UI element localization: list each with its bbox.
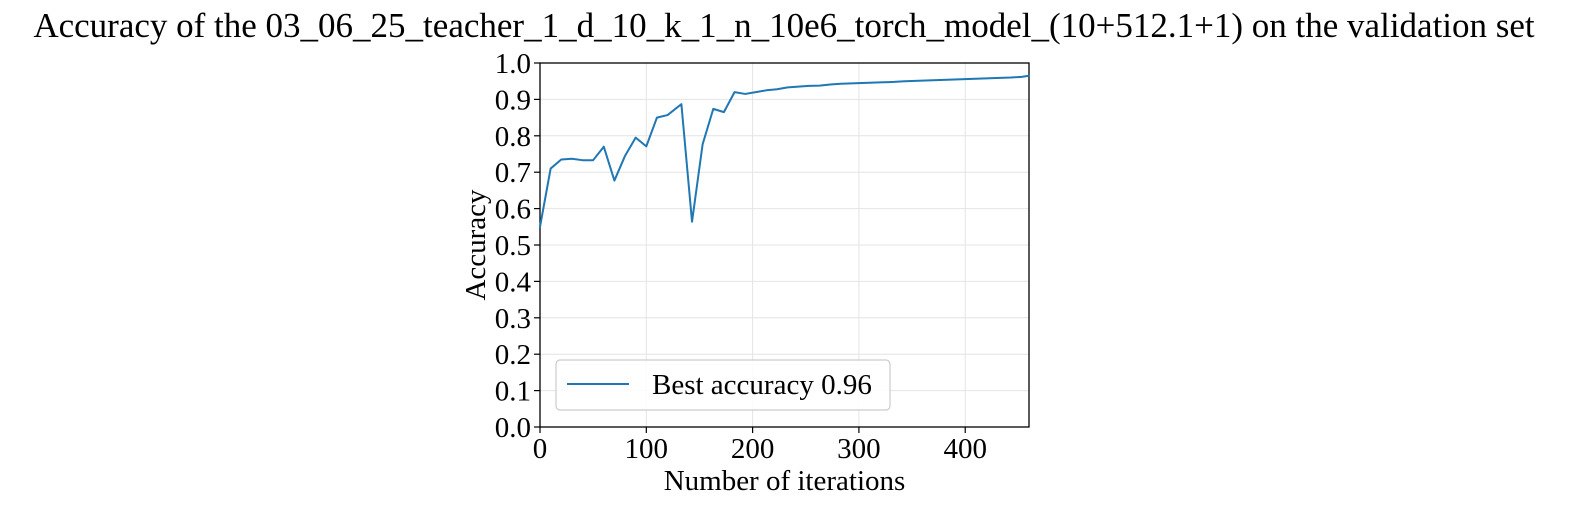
y-tick-label: 0.5 xyxy=(495,230,531,262)
data-point xyxy=(819,85,821,87)
data-point xyxy=(680,103,682,105)
x-tick-label: 400 xyxy=(943,433,987,465)
data-point xyxy=(829,83,831,85)
data-point xyxy=(624,155,626,157)
x-tick-label: 300 xyxy=(837,433,881,465)
data-point xyxy=(989,77,991,79)
y-tick-label: 0.3 xyxy=(495,303,531,335)
data-point xyxy=(550,168,552,170)
data-point xyxy=(904,80,906,82)
y-tick-label: 0.1 xyxy=(495,376,531,408)
data-point xyxy=(613,180,615,182)
data-point xyxy=(744,93,746,95)
data-point xyxy=(936,79,938,81)
data-point xyxy=(840,83,842,85)
data-point xyxy=(667,114,669,116)
data-point xyxy=(571,158,573,160)
y-tick-label: 0.2 xyxy=(495,339,531,371)
data-point xyxy=(850,82,852,84)
x-axis-label: Number of iterations xyxy=(664,465,906,497)
x-tick-label: 0 xyxy=(533,433,548,465)
data-point xyxy=(635,137,637,139)
x-tick-label: 100 xyxy=(625,433,669,465)
y-tick-label: 0.9 xyxy=(495,84,531,116)
data-point xyxy=(967,78,969,80)
data-point xyxy=(1028,75,1030,77)
data-point xyxy=(645,145,647,147)
y-tick-label: 1.0 xyxy=(495,48,531,80)
y-axis-label: Accuracy xyxy=(460,189,492,301)
data-point xyxy=(925,79,927,81)
axis-ticks: 0 100 200 300 400 0.0 0.1 0.2 0.3 0.4 0.5 0.6 0.7 0.8… xyxy=(495,48,987,465)
data-point xyxy=(592,159,594,161)
data-point xyxy=(1021,76,1023,78)
data-point xyxy=(582,159,584,161)
data-point xyxy=(946,79,948,81)
data-point xyxy=(691,221,693,223)
series-line xyxy=(539,74,1030,228)
data-point xyxy=(723,111,725,113)
data-point xyxy=(999,77,1001,79)
data-point xyxy=(978,78,980,80)
data-point xyxy=(957,78,959,80)
data-point xyxy=(808,85,810,87)
legend-label: Best accuracy 0.96 xyxy=(652,369,872,401)
data-point xyxy=(787,86,789,88)
data-point xyxy=(797,86,799,88)
legend: Best accuracy 0.96 xyxy=(555,359,891,411)
y-tick-label: 0.8 xyxy=(495,121,531,153)
data-point xyxy=(914,80,916,82)
data-point xyxy=(765,89,767,91)
x-tick-label: 200 xyxy=(731,433,775,465)
data-point xyxy=(755,91,757,93)
y-tick-label: 0.7 xyxy=(495,157,531,189)
data-point xyxy=(734,91,736,93)
data-point xyxy=(1010,77,1012,79)
data-point xyxy=(539,226,541,228)
y-tick-label: 0.6 xyxy=(495,194,531,226)
y-tick-label: 0.4 xyxy=(495,266,532,298)
series-layer xyxy=(539,74,1030,228)
data-point xyxy=(603,146,605,148)
data-point xyxy=(861,82,863,84)
data-point xyxy=(776,88,778,90)
data-point xyxy=(702,143,704,145)
data-point xyxy=(656,117,658,119)
data-point xyxy=(893,81,895,83)
legend-box xyxy=(555,359,891,411)
data-point xyxy=(872,82,874,84)
data-point xyxy=(882,81,884,83)
data-point xyxy=(712,108,714,110)
chart-title: Accuracy of the 03_06_25_teacher_1_d_10_… xyxy=(33,6,1535,45)
data-point xyxy=(560,158,562,160)
y-tick-label: 0.0 xyxy=(495,412,531,444)
